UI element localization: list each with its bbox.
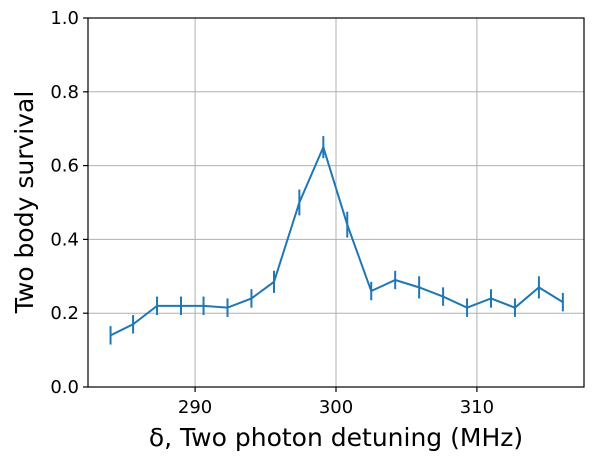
x-tick-label: 290 — [178, 397, 212, 418]
y-tick-label: 0.2 — [50, 303, 79, 324]
y-tick-label: 1.0 — [50, 8, 79, 29]
x-tick-label: 300 — [319, 397, 353, 418]
x-tick-label: 310 — [460, 397, 494, 418]
series-line — [110, 144, 564, 337]
y-tick-label: 0.6 — [50, 156, 79, 177]
axis-layer: 290 300 310 0.0 0.2 0.4 0.6 0.8 1.0 — [50, 8, 585, 418]
data-layer — [109, 136, 564, 345]
y-tick-label: 0.4 — [50, 229, 79, 250]
y-axis-label: Two body survival — [10, 91, 39, 315]
x-axis-label: δ, Two photon detuning (MHz) — [149, 423, 523, 452]
grid-layer — [88, 17, 584, 388]
y-tick-label: 0.8 — [50, 82, 79, 103]
y-tick-label: 0.0 — [50, 377, 79, 398]
